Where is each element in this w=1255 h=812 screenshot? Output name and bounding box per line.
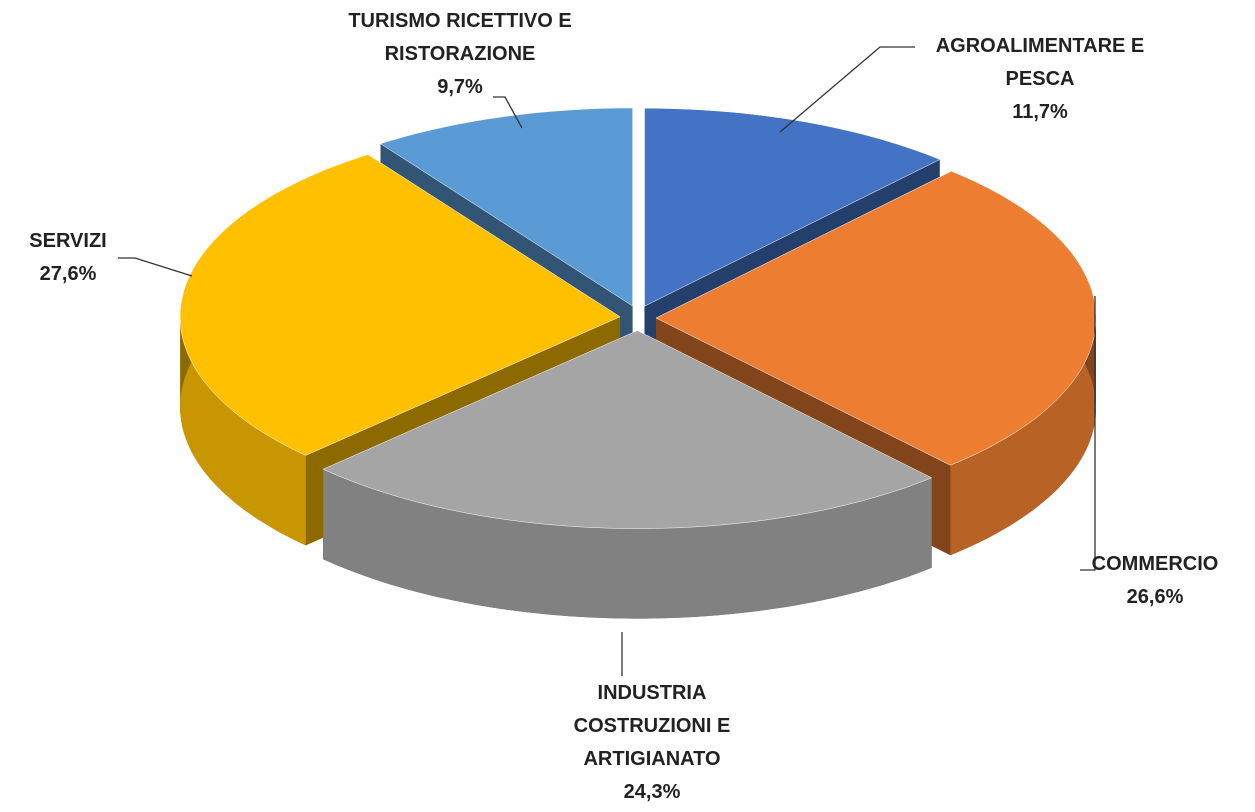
value-label: 27,6% — [39, 263, 97, 285]
category-label: AGROALIMENTARE E PESCA — [935, 35, 1145, 90]
slice — [379, 107, 633, 307]
leader-line — [118, 257, 193, 277]
data-label: TURISMO RICETTIVO E RISTORAZIONE 9,7% — [310, 5, 610, 104]
value-label: 26,6% — [1126, 586, 1184, 608]
category-label: SERVIZI — [29, 230, 107, 252]
category-label: INDUSTRIA COSTRUZIONI E ARTIGIANATO — [573, 682, 731, 770]
data-label: COMMERCIO 26,6% — [1060, 548, 1250, 614]
slice — [644, 107, 941, 307]
leader-line — [779, 46, 915, 133]
slice — [179, 154, 621, 456]
data-label: INDUSTRIA COSTRUZIONI E ARTIGIANATO 24,3% — [545, 677, 760, 809]
value-label: 24,3% — [623, 781, 681, 803]
data-label: AGROALIMENTARE E PESCA 11,7% — [915, 30, 1165, 129]
slice-side-front — [323, 469, 932, 619]
slice — [322, 330, 933, 529]
value-label: 9,7% — [437, 76, 483, 98]
leader-line — [493, 96, 523, 129]
slice — [655, 171, 1097, 466]
leader-line — [1080, 296, 1096, 571]
category-label: TURISMO RICETTIVO E RISTORAZIONE — [348, 10, 572, 65]
value-label: 11,7% — [1012, 101, 1068, 123]
data-label: SERVIZI 27,6% — [8, 225, 128, 291]
category-label: COMMERCIO — [1091, 553, 1219, 575]
